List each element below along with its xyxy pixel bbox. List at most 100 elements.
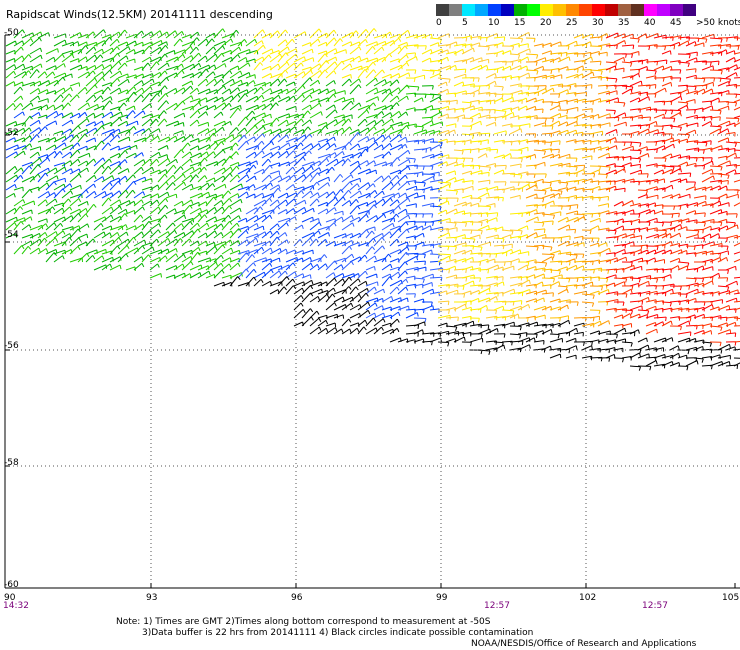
wind-barb-feather: [390, 181, 394, 186]
wind-barb: [429, 253, 440, 255]
wind-barb-feather: [388, 53, 393, 58]
wind-barb-feather: [725, 185, 728, 190]
wind-barb: [285, 81, 295, 87]
wind-barb-feather: [59, 151, 63, 155]
wind-barb-feather: [375, 77, 378, 82]
wind-barb-feather: [166, 41, 168, 46]
wind-barb-feather: [240, 199, 243, 204]
wind-barb: [421, 57, 431, 63]
wind-barb: [597, 196, 609, 199]
wind-barb-feather: [512, 46, 515, 51]
wind-barb: [717, 155, 728, 159]
wind-barb: [293, 273, 304, 279]
wind-barb-feather: [230, 50, 233, 55]
wind-barb: [653, 139, 665, 143]
wind-barb: [261, 193, 274, 199]
wind-barb-feather: [334, 61, 338, 66]
wind-barb: [501, 75, 512, 79]
wind-barb: [77, 167, 88, 175]
wind-barb-feather: [616, 44, 618, 49]
wind-barb: [541, 42, 552, 47]
wind-barb: [21, 245, 29, 255]
wind-barb: [149, 169, 160, 175]
wind-barb-feather: [488, 85, 490, 90]
wind-barb: [149, 223, 160, 231]
wind-barb: [485, 275, 498, 279]
wind-barb: [389, 129, 402, 135]
wind-barb: [725, 164, 737, 167]
wind-barb: [349, 143, 359, 151]
wind-barb: [653, 59, 667, 63]
wind-barb: [197, 257, 211, 263]
wind-barb-feather: [719, 201, 722, 206]
wind-barb: [413, 109, 427, 111]
wind-barb-feather: [222, 244, 226, 249]
wind-barb: [237, 250, 250, 255]
wind-barb: [85, 77, 96, 87]
wind-barb: [597, 210, 609, 215]
wind-barb-feather: [448, 33, 450, 38]
wind-barb-feather: [528, 72, 531, 78]
wind-barb: [349, 232, 361, 239]
wind-barb: [21, 200, 35, 207]
wind-barb-feather: [301, 118, 304, 123]
wind-barb: [469, 64, 482, 71]
wind-barb: [549, 68, 560, 71]
wind-barb: [733, 58, 740, 63]
wind-barb: [629, 141, 641, 144]
wind-barb: [597, 33, 608, 39]
wind-barb: [149, 229, 159, 239]
wind-barb: [605, 229, 617, 232]
wind-barb: [413, 97, 423, 103]
wind-barb: [565, 98, 578, 103]
wind-barb-feather: [351, 215, 354, 220]
wind-barb: [565, 228, 576, 231]
wind-barb: [645, 33, 659, 39]
wind-barb: [317, 182, 329, 191]
wind-barb-feather: [439, 73, 441, 78]
wind-barb: [589, 130, 603, 135]
wind-barb: [365, 77, 377, 87]
wind-barb: [437, 255, 450, 263]
wind-barb-feather: [471, 118, 474, 123]
wind-barb-feather: [448, 269, 450, 274]
wind-barb: [21, 175, 34, 183]
wind-barb: [157, 231, 169, 239]
wind-barb: [317, 293, 328, 303]
wind-barb: [357, 127, 369, 135]
wind-barb-feather: [396, 102, 400, 107]
wind-barb: [21, 161, 33, 167]
wind-barb: [677, 104, 688, 111]
wind-barb: [493, 97, 503, 103]
wind-barb: [389, 175, 398, 183]
wind-barb: [589, 60, 602, 63]
wind-barb-feather: [228, 205, 233, 210]
wind-barb: [285, 184, 294, 191]
wind-barb: [173, 63, 183, 71]
wind-barb: [261, 230, 271, 239]
wind-barb: [429, 96, 441, 103]
wind-barb: [269, 73, 282, 79]
wind-barb-feather: [632, 34, 634, 39]
wind-barb-feather: [333, 136, 336, 141]
wind-barb: [157, 198, 166, 207]
wind-barb-feather: [174, 208, 177, 213]
wind-barb: [357, 148, 366, 159]
wind-barb-feather: [355, 286, 359, 291]
wind-barb-feather: [104, 191, 107, 196]
wind-barb: [445, 177, 456, 183]
wind-barb: [141, 200, 152, 207]
wind-barb: [85, 255, 94, 263]
wind-barb: [45, 231, 57, 239]
wind-barb: [229, 70, 241, 79]
wind-barb: [221, 120, 231, 127]
wind-barb: [645, 249, 656, 255]
wind-barb: [253, 168, 264, 175]
wind-barb: [573, 139, 585, 143]
wind-barb-feather: [257, 105, 259, 110]
wind-barb: [581, 33, 593, 39]
wind-barb: [693, 244, 704, 247]
wind-barb: [317, 281, 327, 287]
wind-barb: [29, 69, 38, 79]
